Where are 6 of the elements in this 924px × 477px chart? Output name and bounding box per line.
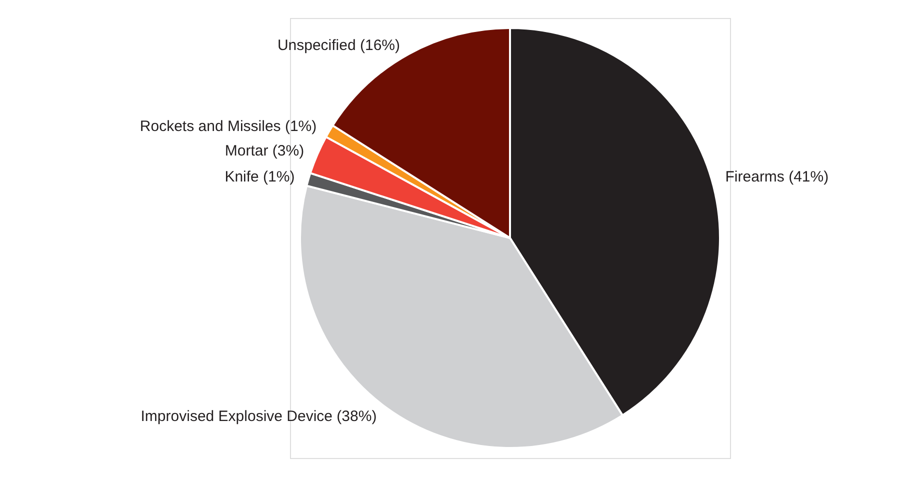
slice-label: Firearms (41%) [725,168,829,186]
slice-label: Rockets and Missiles (1%) [140,118,317,136]
slice-label: Unspecified (16%) [277,37,400,54]
slice-label: Mortar (3%) [224,142,304,160]
slice-label: Improvised Explosive Device (38%) [140,408,377,425]
slice-label: Knife (1%) [224,168,295,186]
